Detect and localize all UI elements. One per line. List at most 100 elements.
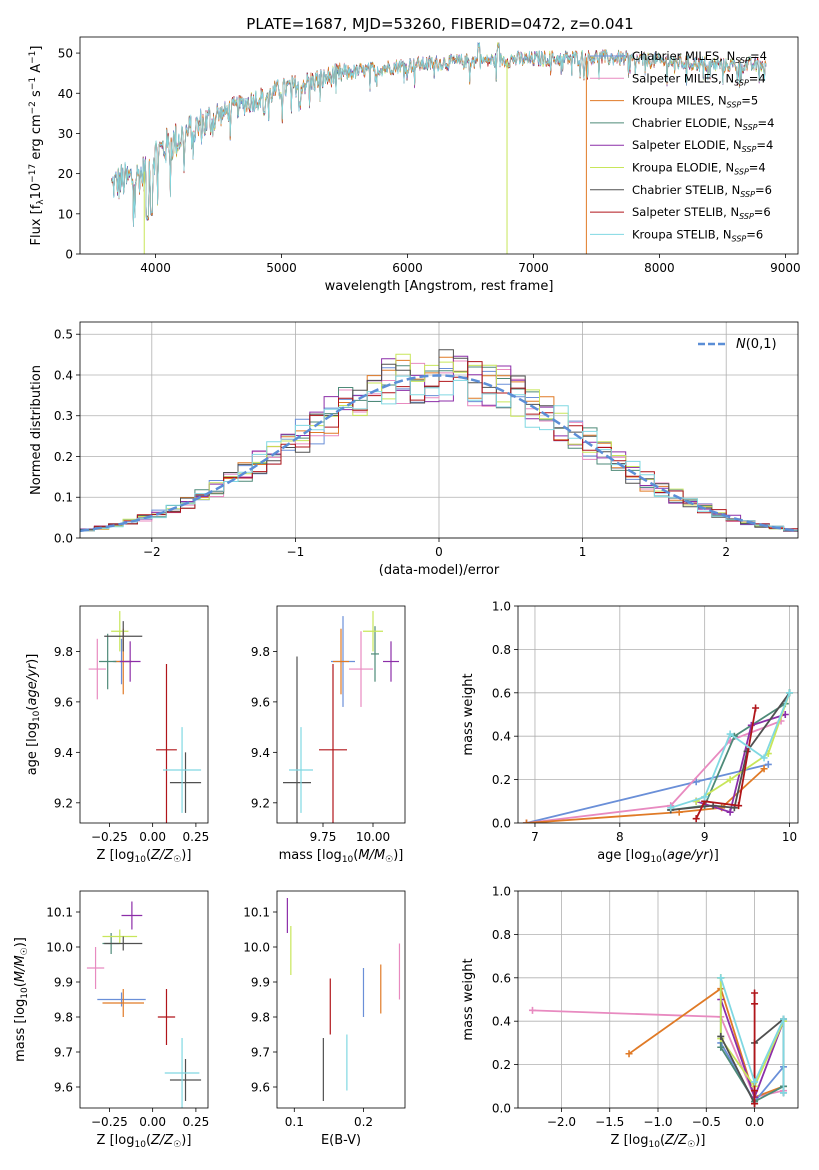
y-tick-label: 10.0: [46, 941, 73, 955]
errorbar-kroupa-stelib: [164, 1038, 200, 1108]
mass-vs-ebv-panel: 0.1 0.2 9.6 9.7 9.8 9.9 10.0 10.1 E(B-V): [243, 890, 406, 1148]
errorbar-salpeter-miles: [349, 631, 373, 707]
weight-marker: [701, 793, 709, 801]
weight-marker: [760, 765, 768, 773]
x-axis-label-part: Z/Z: [150, 1133, 174, 1148]
x-axis-label: (data-model)/error: [379, 563, 500, 578]
y-axis-label-part: ]: [29, 46, 44, 51]
weight-marker: [780, 1089, 788, 1097]
errorbar-salpeter-elodie: [121, 901, 143, 930]
y-tick-label: 0.4: [492, 730, 511, 744]
x-axis-label: age [log10(age/yr)]: [597, 848, 719, 865]
axes-frame: [276, 890, 406, 1109]
axes-frame: [276, 605, 406, 824]
legend-suffix: =6: [755, 183, 772, 197]
legend-label: N: [736, 337, 746, 352]
plot-area: [286, 898, 401, 1101]
x-tick-label: 0.00: [139, 1115, 166, 1129]
legend-entry-chabrier-elodie: Chabrier ELODIE, NSSP=4: [632, 116, 774, 132]
y-tick-label: 0.2: [492, 1058, 511, 1072]
y-axis-label: Normed distribution: [29, 365, 44, 495]
y-tick-label: 1.0: [492, 885, 511, 899]
weight-marker: [522, 819, 530, 823]
axes: −0.25 0.00 0.259.29.49.69.8Z [log10(Z/Z☉)]…: [25, 605, 209, 865]
errorbar-chabrier-stelib: [283, 656, 311, 823]
axes-frame: [79, 321, 799, 539]
x-tick-label: 0.2: [354, 1115, 373, 1129]
plot-area: [528, 974, 788, 1108]
y-tick-label: 0.0: [492, 1102, 511, 1116]
errorbar-salpeter-stelib: [157, 989, 176, 1045]
y-tick-label: 0.2: [54, 450, 73, 464]
weight-series-kroupa-stelib: [667, 689, 794, 812]
weight-marker: [717, 1032, 725, 1040]
y-tick-label: 9.7: [251, 1046, 270, 1060]
y-tick-label: 9.6: [251, 695, 270, 709]
x-axis-label-part: Z/Z: [150, 848, 174, 863]
legend-entry-kroupa-miles: Kroupa MILES, NSSP=5: [632, 94, 758, 110]
y-tick-label: 9.6: [54, 695, 73, 709]
legend-suffix: =6: [754, 205, 771, 219]
axes-frame: [79, 890, 209, 1109]
errorbar-chabrier-stelib: [104, 936, 143, 951]
x-tick-label: 4000: [140, 261, 171, 275]
y-axis-label: age [log10(age/yr)]: [25, 654, 42, 776]
x-axis-label-part: )]: [181, 848, 191, 863]
weight-marker: [781, 711, 789, 718]
axes: −2.0 −1.5 −1.0 −0.5 0.0 0.0 0.2 0.4 0.6 0.8 1.0 Z […: [461, 885, 799, 1150]
histogram-kroupa-stelib: [80, 375, 798, 532]
legend-suffix: =4: [756, 138, 773, 152]
x-axis-label: Z [log10(Z/Z☉)]: [611, 1133, 706, 1150]
legend-label: Salpeter MILES, N: [632, 71, 734, 85]
axes-frame: [517, 890, 799, 1109]
x-tick-label: −0.5: [692, 1115, 721, 1129]
y-axis-label-part: 10: [29, 183, 44, 200]
legend-subscript: SSP: [740, 190, 755, 199]
x-axis-label-part: 10: [342, 855, 354, 865]
y-tick-label: 9.2: [54, 796, 73, 810]
axes: −2 −1 0 1 2 0.0 0.1 0.2 0.3 0.4 0.5 N(0,1) (data-mod…: [29, 321, 799, 578]
histogram-salpeter-elodie: [80, 355, 798, 532]
x-axis-label-part: )]: [695, 1133, 705, 1148]
x-axis-label: Z [log10(Z/Z☉)]: [97, 848, 192, 865]
grid-lines: [518, 890, 798, 1109]
x-tick-label: 10: [782, 830, 797, 844]
x-tick-label: 10.00: [356, 830, 390, 844]
y-tick-label: 9.4: [54, 746, 73, 760]
axes: 0.1 0.2 9.6 9.7 9.8 9.9 10.0 10.1 E(B-V): [243, 890, 406, 1148]
y-axis-label: mass weight: [461, 958, 476, 1040]
weight-marker: [735, 802, 743, 810]
weight-marker: [667, 804, 675, 812]
y-tick-label: 0.3: [54, 409, 73, 423]
y-tick-label: 0.8: [492, 643, 511, 657]
x-tick-label: 1: [579, 545, 587, 559]
legend-entry-salpeter-stelib: Salpeter STELIB, NSSP=6: [632, 205, 771, 221]
errorbar-chabrier-elodie: [371, 626, 379, 682]
errorbar-kroupa-stelib: [163, 727, 202, 813]
axes: 9.75 10.00 9.2 9.4 9.6 9.8 mass [log10(M/M☉)]: [251, 605, 406, 865]
weight-line: [670, 692, 791, 811]
y-axis-label-part: age/yr: [25, 662, 40, 705]
weight-marker: [751, 1000, 759, 1008]
y-axis-label-part: mass [log: [13, 999, 28, 1062]
y-tick-label: 9.6: [251, 1081, 270, 1095]
y-tick-label: 0.0: [54, 532, 73, 546]
x-tick-label: −1.0: [643, 1115, 672, 1129]
legend-label: Salpeter STELIB, N: [632, 205, 739, 219]
y-axis-label-part: −17: [28, 164, 38, 183]
x-axis-label-part: Z/Z: [664, 1133, 688, 1148]
errorbar-chabrier-miles: [97, 992, 146, 1007]
y-tick-label: 0.1: [54, 491, 73, 505]
weight-marker: [726, 808, 734, 816]
legend-subscript: SSP: [734, 78, 749, 87]
x-axis-label-part: (: [660, 1133, 665, 1148]
legend-label: Kroupa ELODIE, N: [632, 161, 734, 175]
weight-series-chabrier-elodie: [667, 700, 789, 814]
y-axis-label-part: s: [29, 90, 44, 101]
errorbar-salpeter-miles: [86, 947, 105, 989]
weight-marker: [751, 989, 759, 997]
y-tick-label: 10: [58, 207, 73, 221]
mass-vs-metallicity-panel: −0.25 0.00 0.259.69.79.89.910.010.1Z [log1…: [13, 890, 209, 1150]
axes-frame: [79, 605, 209, 824]
age-vs-metallicity-panel: −0.25 0.00 0.259.29.49.69.8Z [log10(Z/Z☉)]…: [25, 605, 209, 865]
